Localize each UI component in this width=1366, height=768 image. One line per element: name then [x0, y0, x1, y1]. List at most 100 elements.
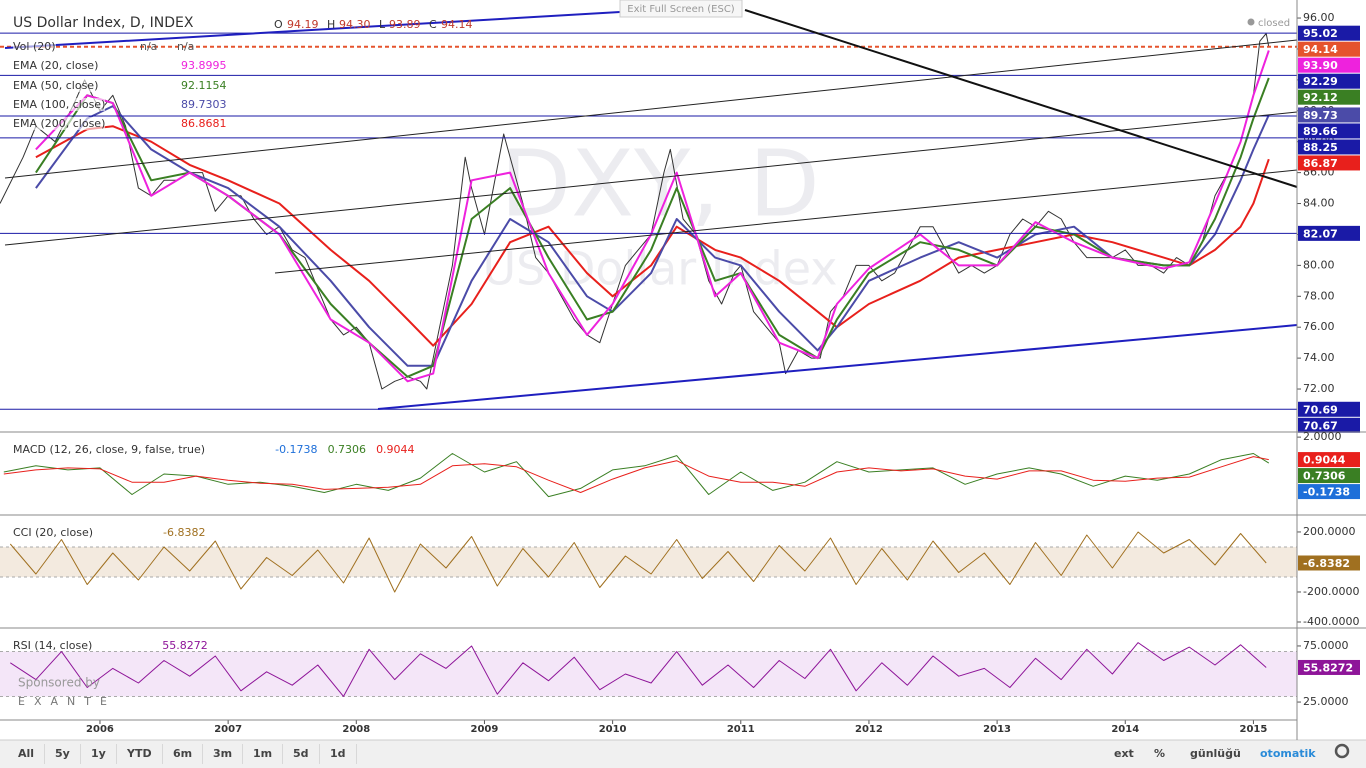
range-button[interactable]: 1m	[243, 744, 284, 764]
y-tick-label: 80.00	[1303, 258, 1335, 271]
symbol: US Dollar Index, D, INDEX	[13, 15, 194, 31]
trend-line	[744, 9, 1298, 188]
price-label-box	[1298, 484, 1360, 500]
price-label: -0.1738	[1303, 486, 1350, 499]
y-tick-label: 84.00	[1303, 197, 1335, 210]
series-line	[35, 50, 1270, 383]
pane-title: MACD (12, 26, close, 9, false, true)	[13, 443, 205, 456]
y-tick-label: 200.0000	[1303, 525, 1356, 538]
gear[interactable]	[1334, 743, 1350, 759]
price-label: -6.8382	[1303, 557, 1350, 570]
price-label: 86.87	[1303, 157, 1338, 170]
ohlc-key: O	[274, 18, 283, 31]
indicator-value: 89.7303	[181, 97, 227, 111]
status-dot	[1247, 18, 1255, 26]
x-tick-label: 2006	[86, 724, 114, 735]
fullscreen-hint[interactable]: Exit Full Screen (ESC)	[627, 4, 735, 15]
range-button[interactable]: YTD	[117, 744, 163, 764]
x-tick-label: 2008	[342, 724, 370, 735]
channel-line	[377, 324, 1298, 410]
toolbar-option[interactable]: ext	[1114, 747, 1134, 760]
status: closed	[1258, 18, 1290, 29]
series-line	[3, 456, 1269, 493]
price-label: 88.25	[1303, 141, 1338, 154]
pane-legend-value: 0.7306	[328, 443, 367, 456]
price-label-box	[1298, 89, 1360, 105]
price-label: 93.90	[1303, 59, 1338, 72]
price-label-box	[1298, 225, 1360, 241]
toolbar-option[interactable]: %	[1154, 747, 1166, 760]
price-label: 92.29	[1303, 75, 1338, 88]
price-label-box	[1298, 417, 1360, 433]
range-button[interactable]: All	[8, 744, 46, 764]
price-label-box	[1298, 73, 1360, 89]
y-tick-label: 2.0000	[1303, 430, 1342, 443]
indicator-value: n/a	[177, 40, 195, 53]
indicator-value: 86.8681	[181, 117, 227, 131]
series-line	[3, 453, 1270, 498]
price-label-box	[1298, 659, 1360, 675]
toolbar	[0, 740, 1366, 768]
gear-icon[interactable]	[1334, 743, 1350, 759]
range-button[interactable]: 1d	[320, 744, 357, 764]
pane-legend-value: 55.8272	[162, 639, 208, 652]
sponsor-label: Sponsored by	[18, 676, 100, 690]
pane-legend-value: -0.1738	[275, 443, 317, 456]
plot-area: 96.0094.0092.0090.0088.0086.0084.0082.00…	[0, 11, 1366, 735]
price-label: 92.12	[1303, 91, 1338, 104]
ohlc-key: H	[327, 18, 336, 31]
price-label-box	[1298, 123, 1360, 139]
price-label-box	[1298, 57, 1360, 73]
price-label: 89.66	[1303, 125, 1338, 138]
trend-line	[4, 39, 1298, 179]
ohlc-value: 94.19	[287, 18, 319, 31]
pane-legend-value: -6.8382	[163, 526, 205, 539]
range-button[interactable]: 3m	[203, 744, 244, 764]
toolbar-option[interactable]: otomatik	[1260, 747, 1316, 760]
indicator-name: EMA (100, close)	[13, 97, 106, 111]
price-label: 0.7306	[1303, 470, 1346, 483]
watermark-symbol: DXY, D	[500, 130, 819, 237]
pane-legend-value: 0.9044	[376, 443, 415, 456]
drawings	[4, 9, 1298, 410]
price-label-box	[1298, 401, 1360, 417]
x-tick-label: 2012	[855, 724, 883, 735]
price-label: 70.67	[1303, 419, 1338, 432]
toolbar-option[interactable]: günlüğü	[1190, 747, 1241, 760]
ohlc-key: L	[379, 18, 386, 31]
price-label: 0.9044	[1303, 454, 1346, 467]
pane-title: CCI (20, close)	[13, 526, 93, 539]
range-button[interactable]: 5y	[45, 744, 81, 764]
x-tick-label: 2014	[1111, 724, 1139, 735]
price-label: 89.73	[1303, 109, 1338, 122]
indicator-value: 92.1154	[181, 78, 227, 92]
y-tick-label: 75.0000	[1303, 639, 1349, 652]
indicator-name: EMA (50, close)	[13, 78, 99, 92]
price-label-box	[1298, 155, 1360, 171]
fullscreen-hint-box[interactable]	[619, 0, 743, 18]
price-label-box	[1298, 452, 1360, 468]
price-label-box	[1298, 41, 1360, 57]
price-label-box	[1298, 107, 1360, 123]
price-label-box	[1298, 139, 1360, 155]
x-tick-label: 2009	[471, 724, 499, 735]
sponsor-brand: EXANTE	[18, 695, 116, 708]
series-line	[10, 642, 1267, 697]
series-line	[9, 531, 1267, 593]
x-tick-label: 2010	[599, 724, 627, 735]
indicator-value: 93.8995	[181, 59, 227, 73]
y-tick-label: 72.00	[1303, 382, 1335, 395]
price-label: 94.14	[1303, 43, 1338, 56]
x-tick-label: 2007	[214, 724, 242, 735]
price-label-box	[1298, 555, 1360, 571]
range-button[interactable]: 5d	[283, 744, 320, 764]
trend-line	[274, 169, 1298, 274]
y-tick-label: 25.0000	[1303, 695, 1349, 708]
y-tick-label: -200.0000	[1303, 585, 1359, 598]
ohlc-value: 94.30	[339, 18, 371, 31]
range-button[interactable]: 6m	[163, 744, 204, 764]
range-button[interactable]: 1y	[81, 744, 117, 764]
trend-line	[4, 111, 1298, 246]
x-tick-label: 2015	[1240, 724, 1268, 735]
